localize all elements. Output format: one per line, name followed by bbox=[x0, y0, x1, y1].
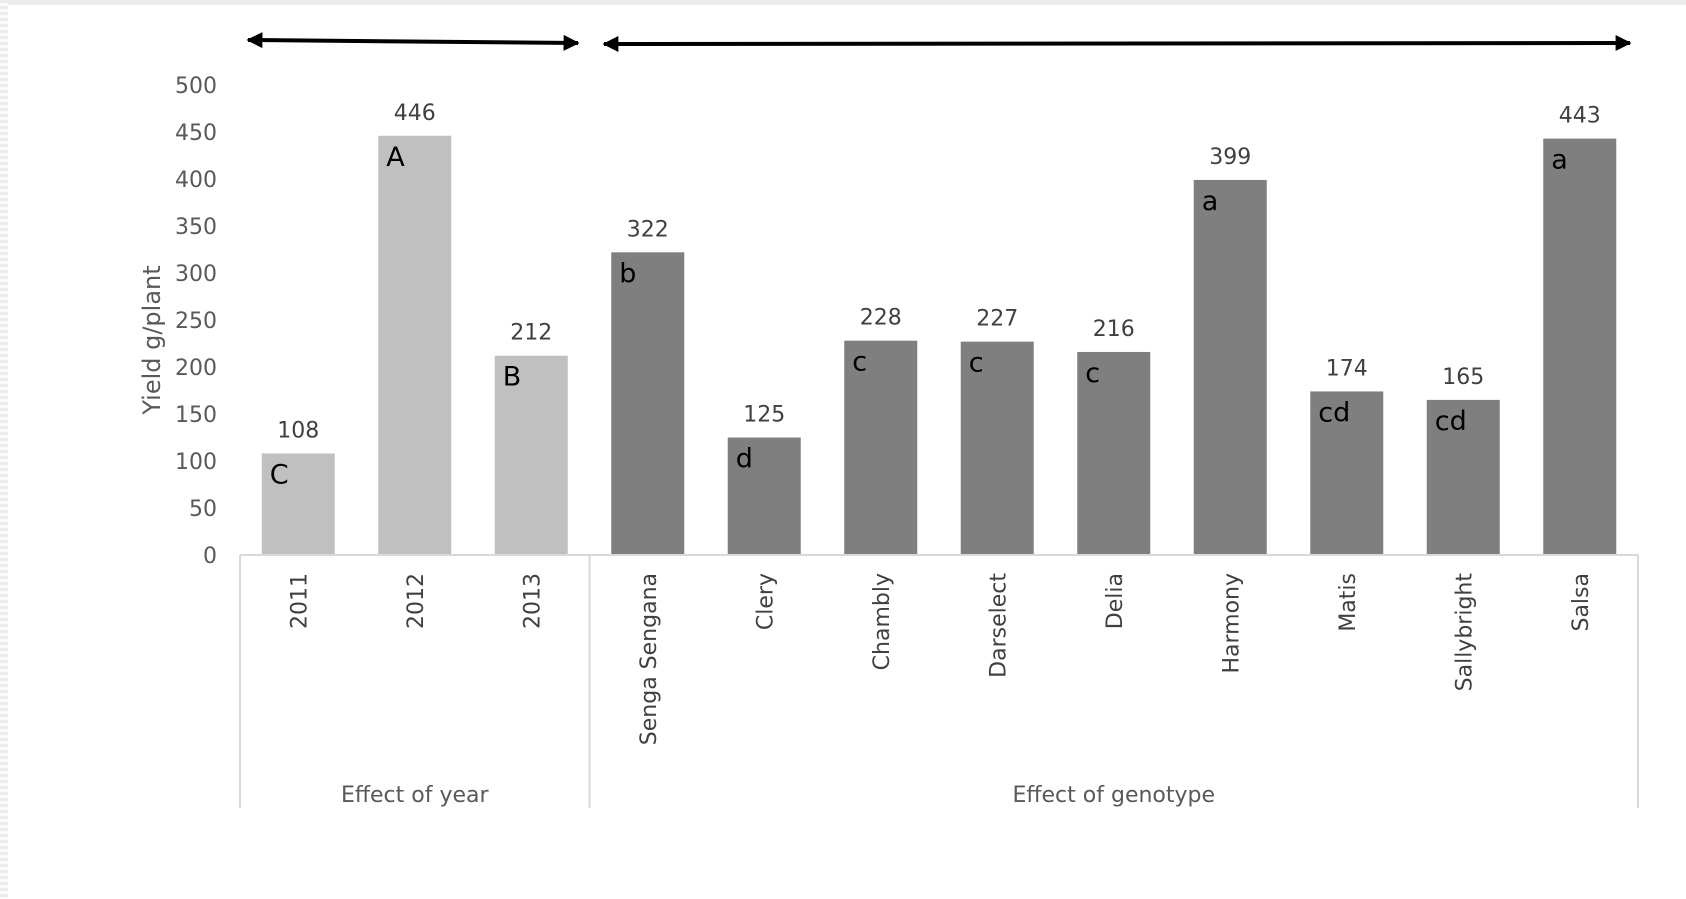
bar-value-label: 399 bbox=[1209, 145, 1251, 170]
bar bbox=[1426, 399, 1500, 555]
bar-value-label: 228 bbox=[860, 306, 902, 331]
bar-value-label: 212 bbox=[510, 321, 552, 346]
bar bbox=[494, 355, 568, 555]
significance-letter: c bbox=[1085, 358, 1100, 389]
y-tick-label: 0 bbox=[203, 544, 217, 569]
x-tick-label: 2011 bbox=[287, 573, 312, 629]
y-tick-label: 350 bbox=[175, 215, 217, 240]
x-tick-label: Matis bbox=[1336, 573, 1361, 632]
bar bbox=[1193, 179, 1267, 555]
significance-letter: cd bbox=[1318, 397, 1350, 428]
y-tick-label: 100 bbox=[175, 450, 217, 475]
bar bbox=[611, 252, 685, 555]
y-tick-label: 50 bbox=[189, 497, 217, 522]
x-tick-labels: 2011 2012 2013 Senga Sengana Clery Chambly Dar… bbox=[287, 573, 1594, 746]
x-tick-label: Darselect bbox=[986, 573, 1011, 678]
bar bbox=[844, 340, 918, 555]
bar-value-label: 446 bbox=[394, 101, 436, 126]
bar-value-label: 322 bbox=[627, 217, 669, 242]
significance-letter: c bbox=[969, 348, 984, 379]
bar bbox=[960, 341, 1034, 555]
bar bbox=[727, 437, 801, 555]
x-tick-label: Harmony bbox=[1219, 573, 1244, 674]
y-tick-labels: 0 50 100 150 200 250 300 350 400 450 500 bbox=[175, 74, 217, 569]
bar bbox=[1543, 138, 1617, 555]
y-tick-label: 200 bbox=[175, 356, 217, 381]
bar-value-label: 216 bbox=[1093, 317, 1135, 342]
significance-letter: a bbox=[1551, 145, 1568, 176]
significance-letter: d bbox=[736, 444, 753, 475]
y-tick-label: 250 bbox=[175, 309, 217, 334]
x-tick-label: Chambly bbox=[870, 573, 895, 670]
y-tick-label: 300 bbox=[175, 262, 217, 287]
significance-letter: C bbox=[270, 459, 289, 490]
bar-value-label: 227 bbox=[976, 307, 1018, 332]
x-tick-label: 2012 bbox=[404, 573, 429, 629]
x-tick-label: 2013 bbox=[520, 573, 545, 629]
year-span-arrow bbox=[246, 32, 580, 51]
x-tick-label: Delia bbox=[1103, 573, 1128, 629]
y-tick-label: 400 bbox=[175, 168, 217, 193]
bar-value-label: 125 bbox=[743, 403, 785, 428]
bar-value-label: 108 bbox=[277, 418, 319, 443]
bar-value-label: 165 bbox=[1442, 365, 1484, 390]
bar-value-label: 443 bbox=[1559, 104, 1601, 129]
y-axis-title: Yield g/plant bbox=[138, 265, 166, 415]
bars: 108 C 446 A 212 B 322 b 125 d 228 c 227 c 216 c 399 a 174 c… bbox=[261, 101, 1617, 555]
x-tick-label: Clery bbox=[753, 573, 778, 630]
frame-top-border bbox=[0, 0, 1686, 5]
significance-letter: A bbox=[386, 142, 405, 173]
y-tick-label: 150 bbox=[175, 403, 217, 428]
significance-letter: a bbox=[1202, 186, 1219, 217]
group-label: Effect of genotype bbox=[1012, 783, 1215, 808]
significance-letter: cd bbox=[1435, 406, 1467, 437]
significance-letter: b bbox=[619, 258, 636, 289]
category-axis-frame bbox=[239, 554, 1639, 808]
significance-letter: B bbox=[503, 362, 522, 393]
y-tick-label: 450 bbox=[175, 121, 217, 146]
bar bbox=[1077, 351, 1151, 555]
x-tick-label: Sallybright bbox=[1452, 573, 1477, 692]
x-tick-label: Senga Sengana bbox=[637, 573, 662, 745]
bar bbox=[1310, 391, 1384, 555]
x-tick-label: Salsa bbox=[1569, 573, 1594, 632]
group-label: Effect of year bbox=[341, 783, 490, 808]
group-labels: Effect of year Effect of genotype bbox=[341, 783, 1215, 808]
bar-value-label: 174 bbox=[1326, 356, 1368, 381]
y-tick-label: 500 bbox=[175, 74, 217, 99]
bar bbox=[378, 135, 452, 555]
significance-letter: c bbox=[852, 347, 867, 378]
genotype-span-arrow bbox=[602, 35, 1632, 52]
bar bbox=[261, 453, 335, 555]
frame-left-border bbox=[0, 0, 8, 899]
